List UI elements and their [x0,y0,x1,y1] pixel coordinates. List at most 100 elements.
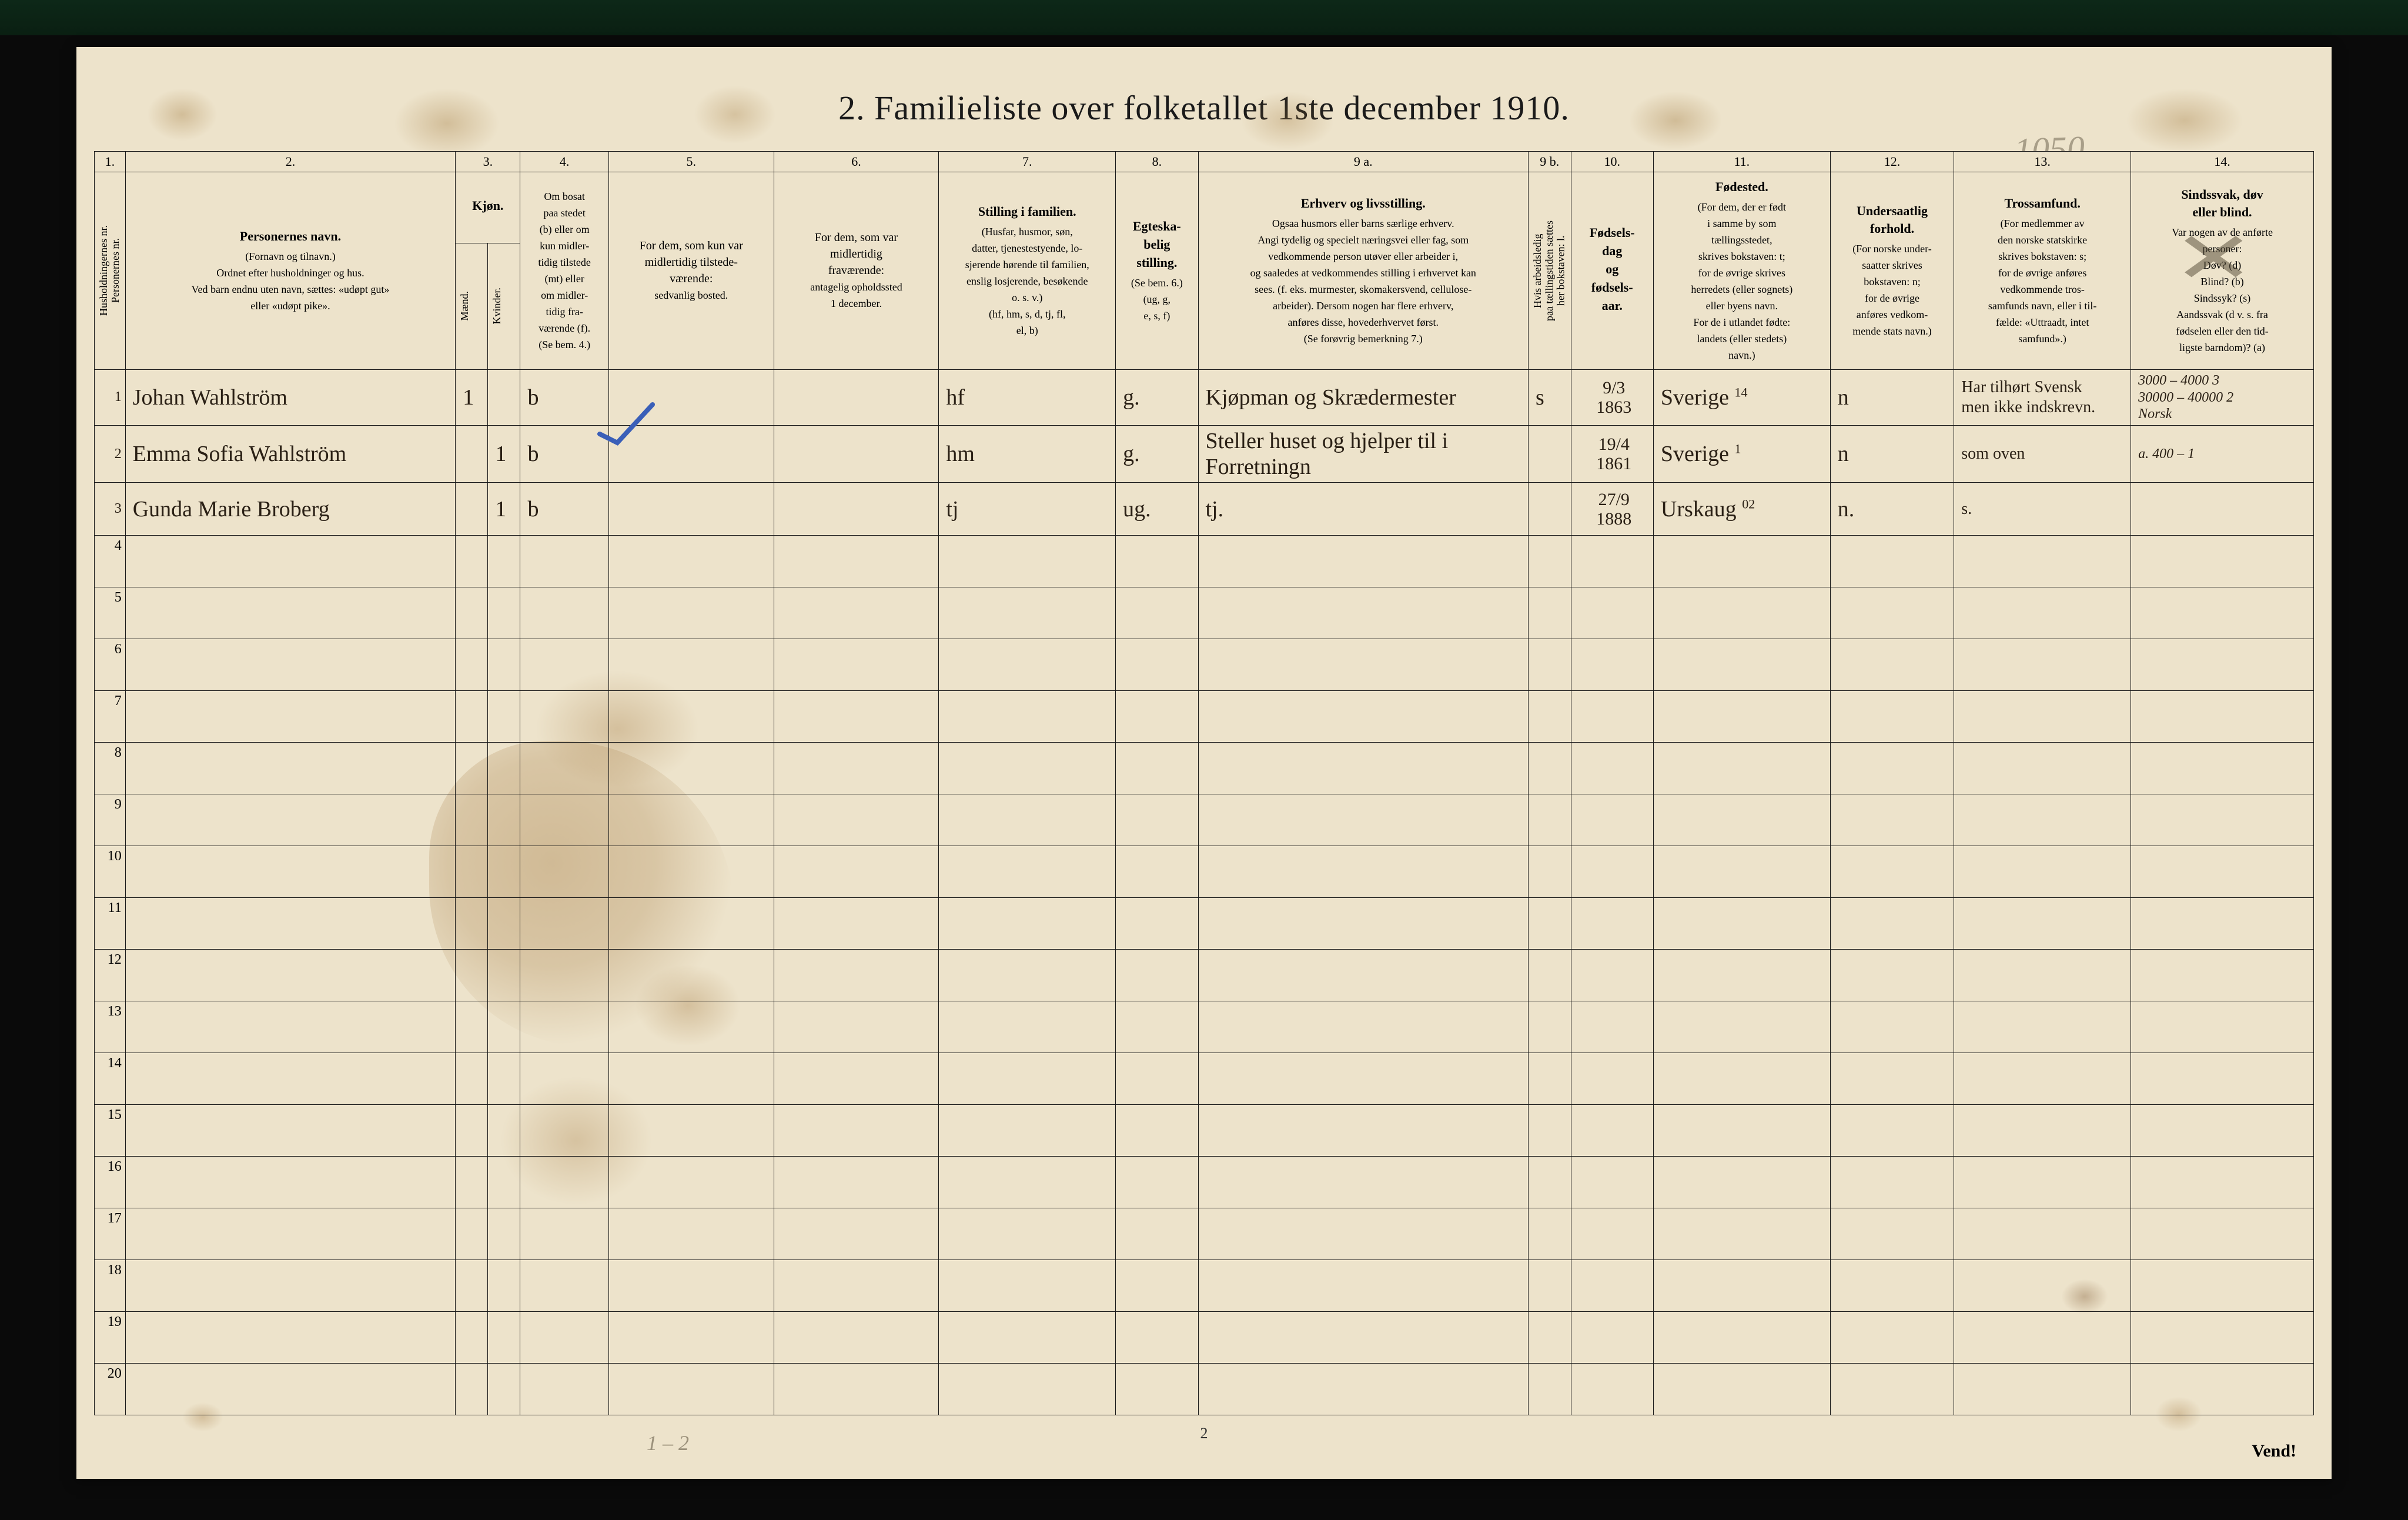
empty-cell [2131,743,2314,794]
empty-cell [456,639,488,691]
empty-cell [939,587,1116,639]
empty-cell [1528,1157,1571,1208]
empty-cell [608,1001,774,1053]
empty-cell [1198,1312,1528,1364]
nationality: n. [1830,483,1954,536]
empty-cell [774,587,939,639]
empty-cell [1198,639,1528,691]
empty-cell [2131,846,2314,898]
empty-cell [456,1312,488,1364]
empty-cell [488,743,520,794]
empty-cell [1528,1364,1571,1415]
birth-date: 9/31863 [1571,369,1653,425]
empty-cell [1954,691,2131,743]
row-number: 17 [95,1208,126,1260]
birthplace: Sverige 1 [1653,426,1830,483]
empty-cell [1571,1053,1653,1105]
empty-row: 16 [95,1157,2314,1208]
nationality: n [1830,369,1954,425]
col-number: 5. [608,152,774,172]
empty-cell [488,536,520,587]
empty-cell [1571,1157,1653,1208]
empty-cell [774,1001,939,1053]
empty-row: 6 [95,639,2314,691]
row-number: 9 [95,794,126,846]
row-number: 4 [95,536,126,587]
blue-mark-annotation [594,399,664,446]
row-number: 2 [95,426,126,483]
empty-cell [2131,1208,2314,1260]
empty-cell [2131,898,2314,950]
empty-cell [1116,587,1198,639]
empty-cell [1830,1053,1954,1105]
empty-cell [125,1364,455,1415]
empty-cell [1653,794,1830,846]
empty-cell [1571,1312,1653,1364]
empty-cell [1653,1105,1830,1157]
unemployed-flag: s [1528,369,1571,425]
col-number: 4. [520,152,608,172]
empty-cell [1198,1001,1528,1053]
empty-cell [774,898,939,950]
empty-cell [520,1260,608,1312]
empty-cell [1571,1208,1653,1260]
header-col6: For dem, som varmidlertidigfraværende: a… [774,172,939,370]
empty-cell [125,1260,455,1312]
empty-cell [608,639,774,691]
header-col11: Fødested. (For dem, der er fødti samme b… [1653,172,1830,370]
empty-cell [1954,1312,2131,1364]
row-number: 7 [95,691,126,743]
col-number: 10. [1571,152,1653,172]
empty-cell [2131,691,2314,743]
empty-cell [939,794,1116,846]
header-col7: Stilling i familien. (Husfar, husmor, sø… [939,172,1116,370]
turn-page-label: Vend! [2252,1441,2296,1461]
empty-cell [2131,1105,2314,1157]
empty-cell [1954,1364,2131,1415]
empty-cell [1198,1157,1528,1208]
empty-cell [456,743,488,794]
family-position: hf [939,369,1116,425]
empty-cell [608,536,774,587]
empty-cell [1528,898,1571,950]
row-number: 12 [95,950,126,1001]
empty-cell [1653,587,1830,639]
sex-male: 1 [456,369,488,425]
empty-cell [939,846,1116,898]
person-name: Gunda Marie Broberg [125,483,455,536]
empty-cell [608,1260,774,1312]
empty-cell [1198,587,1528,639]
empty-cell [1198,691,1528,743]
header-col2: Personernes navn. (Fornavn og tilnavn.)O… [125,172,455,370]
empty-row: 4 [95,536,2314,587]
empty-cell [1116,536,1198,587]
empty-cell [1954,587,2131,639]
empty-cell [456,950,488,1001]
header-col12: Undersaatligforhold. (For norske under-s… [1830,172,1954,370]
empty-cell [939,1157,1116,1208]
empty-cell [1954,1053,2131,1105]
residence-status: b [520,483,608,536]
empty-cell [939,1053,1116,1105]
col-number: 8. [1116,152,1198,172]
empty-cell [125,846,455,898]
empty-cell [608,691,774,743]
empty-cell [2131,587,2314,639]
empty-cell [774,1208,939,1260]
empty-cell [774,1105,939,1157]
empty-cell [1528,1105,1571,1157]
empty-cell [125,1157,455,1208]
empty-cell [2131,1260,2314,1312]
empty-cell [1653,898,1830,950]
empty-cell [125,536,455,587]
sex-female: 1 [488,426,520,483]
empty-cell [1830,846,1954,898]
unemployed-flag [1528,483,1571,536]
temp-absent-place [774,369,939,425]
empty-cell [2131,639,2314,691]
col-number: 1. [95,152,126,172]
row-number: 18 [95,1260,126,1312]
empty-cell [456,691,488,743]
empty-cell [1954,536,2131,587]
religion: som oven [1954,426,2131,483]
